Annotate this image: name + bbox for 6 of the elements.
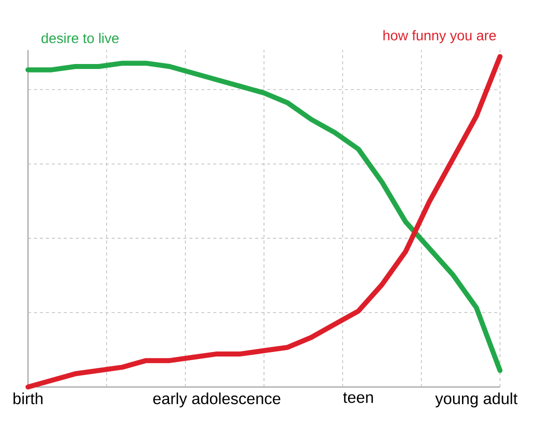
series-label: desire to live: [42, 32, 119, 44]
x-tick-label: teen: [343, 392, 373, 403]
x-tick-label: early adolescence: [153, 392, 280, 408]
x-tick-label: birth: [14, 392, 42, 404]
series-label: how funny you are: [383, 30, 496, 44]
x-tick-label: young adult: [435, 392, 518, 408]
